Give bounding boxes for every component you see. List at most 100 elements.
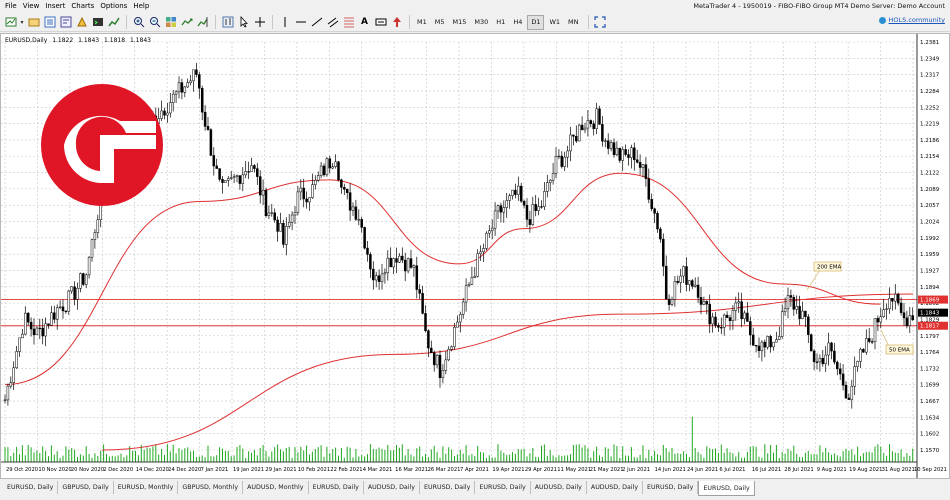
terminal-icon[interactable] (90, 15, 105, 30)
timeframe-w1[interactable]: W1 (549, 17, 561, 26)
dropdown-arrow-icon[interactable]: ▾ (20, 18, 24, 26)
candle-body (804, 310, 807, 318)
candle-body (812, 350, 816, 363)
candle-body (514, 189, 517, 195)
candle-body (798, 306, 801, 319)
price-tick-label: 1.2219 (920, 122, 940, 128)
price-tick-label: 1.2349 (920, 56, 940, 62)
auto-scroll-icon[interactable] (179, 15, 194, 30)
strategy-tester-icon[interactable] (106, 15, 121, 30)
timeframe-m30[interactable]: M30 (474, 17, 489, 26)
candle (757, 337, 761, 358)
volume-bar (335, 447, 337, 462)
candle (911, 307, 914, 321)
chart-shift-icon[interactable] (195, 15, 210, 30)
menu-file[interactable]: File (5, 2, 17, 10)
price-axis[interactable]: 1.2381 1.2349 1.2317 1.2284 1.2252 1.2219 1.21… (916, 34, 948, 478)
chart-tab[interactable]: EURUSD, Monthly (114, 481, 179, 494)
market-watch-icon[interactable] (42, 15, 57, 30)
candle-body (583, 127, 587, 131)
candle-body (572, 134, 575, 137)
chart-tab[interactable]: EURUSD, Daily (3, 481, 59, 494)
vertical-line-icon[interactable] (277, 15, 292, 30)
candle-body (215, 165, 218, 169)
menu-view[interactable]: View (22, 2, 40, 10)
candle (84, 273, 88, 289)
chart-tab[interactable]: EURUSD, Daily (643, 481, 699, 494)
volume-bar (790, 450, 792, 462)
menu-options[interactable]: Options (100, 2, 128, 10)
zoom-out-icon[interactable] (147, 15, 162, 30)
menu-insert[interactable]: Insert (45, 2, 66, 10)
horizontal-line-icon[interactable] (293, 15, 308, 30)
fibonacci-icon[interactable] (341, 15, 356, 30)
chart-tab[interactable]: GBPUSD, Daily (58, 481, 114, 494)
chart-tab[interactable]: EURUSD, Daily (475, 481, 531, 494)
hols-community-link[interactable]: HOLS.community (878, 16, 945, 24)
volume-bar (677, 453, 679, 462)
candle (624, 144, 627, 157)
chart-tab[interactable]: AUDUSD, Daily (531, 481, 587, 494)
date-tick-label: 7 Jan 2021 (201, 467, 229, 473)
volume-bar (193, 450, 194, 462)
navigator-icon[interactable] (74, 15, 89, 30)
volume-bar (862, 453, 864, 462)
zoom-in-icon[interactable] (131, 15, 146, 30)
candle (833, 342, 836, 365)
price-tick-label: 1.1732 (920, 366, 939, 372)
chart-tab[interactable]: AUDUSD, Daily (364, 481, 421, 494)
chart-tab[interactable]: GBPUSD, Monthly (178, 481, 244, 494)
text-tool-icon[interactable]: A (361, 17, 368, 27)
candle-body (247, 171, 250, 173)
chart-tab[interactable]: AUDUSD, Monthly (243, 481, 309, 494)
chart-window[interactable]: 200 EMA 50 EMA 1.2381 1.2349 1.2317 1.2284 1.… (0, 33, 950, 479)
candle-body (662, 238, 665, 267)
candle (395, 247, 398, 274)
candle-body (418, 289, 421, 294)
timeframe-m1[interactable]: M1 (417, 17, 427, 26)
menu-charts[interactable]: Charts (71, 2, 95, 10)
timeframe-d1[interactable]: D1 (527, 14, 545, 30)
timeframe-mn[interactable]: MN (568, 17, 579, 26)
candle-body (699, 297, 703, 305)
timeframe-m15[interactable]: M15 (452, 17, 467, 26)
candle-body (386, 257, 390, 274)
candle (195, 62, 198, 78)
timeframe-m5[interactable]: M5 (434, 17, 445, 26)
crosshair-icon[interactable] (252, 15, 267, 30)
chart-tab[interactable]: AUDUSD, Daily (587, 481, 644, 494)
candle (343, 183, 346, 195)
candle-body (412, 265, 416, 268)
horizontal-lines[interactable] (1, 299, 917, 327)
tile-windows-icon[interactable] (163, 15, 178, 30)
candle (548, 179, 552, 192)
candle-body (696, 284, 700, 298)
candle-body (702, 301, 706, 305)
timeframe-h1[interactable]: H1 (496, 17, 506, 26)
candle-body (369, 254, 372, 270)
fullscreen-icon[interactable] (593, 15, 608, 30)
chart-tab-active[interactable]: EURUSD, Daily (698, 481, 755, 496)
profiles-icon[interactable] (26, 15, 41, 30)
chart-bar-type-icon[interactable] (220, 15, 235, 30)
cursor-icon[interactable] (236, 15, 251, 30)
candle (606, 133, 610, 155)
volume-bar (346, 446, 348, 462)
menu-help[interactable]: Help (133, 2, 150, 10)
chart-tab[interactable]: EURUSD, Daily (420, 481, 476, 494)
arrows-icon[interactable] (389, 15, 404, 30)
channel-icon[interactable] (325, 15, 340, 30)
candle-body (554, 156, 558, 174)
candle-body (653, 208, 656, 214)
trendline-icon[interactable] (309, 15, 324, 30)
chart-tab[interactable]: EURUSD, Daily (309, 481, 364, 494)
timeframe-h4[interactable]: H4 (513, 17, 523, 26)
new-chart-icon[interactable] (3, 15, 18, 30)
text-label-icon[interactable] (373, 15, 388, 30)
data-window-icon[interactable] (58, 15, 73, 30)
volume-bar (161, 448, 163, 462)
time-axis[interactable]: 29 Oct 2020 10 Nov 2020 20 Nov 2020 2 Dec 2… (1, 461, 947, 473)
volume-bar (393, 450, 395, 462)
